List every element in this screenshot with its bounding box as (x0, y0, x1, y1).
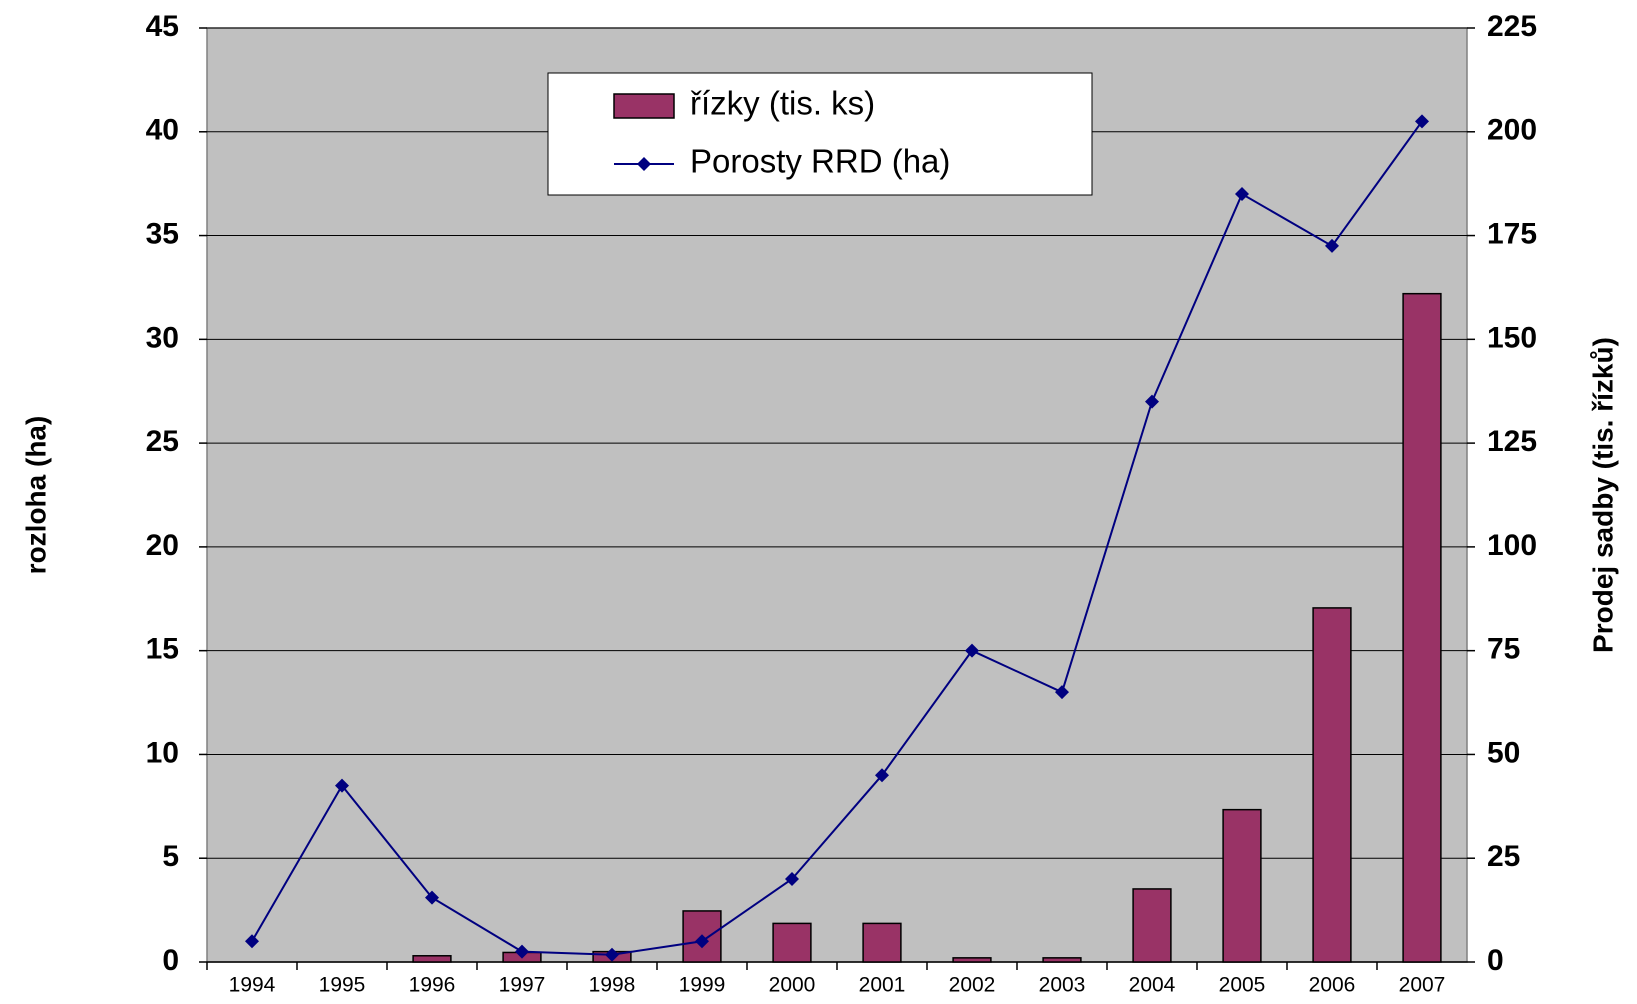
marker (245, 934, 259, 949)
y2-tick-label: 0 (1487, 944, 1504, 977)
y2-axis-label: Prodej sadby (tis. řízků) (1587, 337, 1618, 653)
bar (1312, 607, 1352, 963)
marker (785, 871, 799, 886)
legend-label: řízky (tis. ks) (690, 85, 875, 122)
x-tick-label: 2003 (1039, 974, 1086, 997)
marker (1325, 238, 1339, 253)
legend-swatch (613, 93, 675, 119)
y2-tick-label: 25 (1487, 840, 1520, 873)
marker (1415, 114, 1429, 129)
marker (1235, 187, 1249, 202)
bar (412, 955, 452, 963)
x-tick-label: 1994 (229, 974, 276, 997)
y2-tick-label: 175 (1487, 217, 1537, 250)
bar (862, 922, 902, 963)
legend-marker (637, 157, 651, 171)
marker (605, 947, 619, 962)
marker (515, 944, 529, 959)
x-tick-label: 2006 (1309, 974, 1356, 997)
x-tick-label: 2007 (1399, 974, 1446, 997)
y2-tick-label: 100 (1487, 529, 1537, 562)
x-tick-label: 1998 (589, 974, 636, 997)
y2-tick-label: 150 (1487, 321, 1537, 354)
y-tick-label: 35 (146, 217, 179, 250)
x-tick-label: 2002 (949, 974, 996, 997)
marker (965, 643, 979, 658)
y-tick-label: 20 (146, 529, 179, 562)
y-tick-label: 40 (146, 114, 179, 147)
y-tick-label: 45 (146, 10, 179, 43)
y-tick-label: 10 (146, 736, 179, 769)
y-axis-label: rozloha (ha) (20, 416, 51, 575)
marker (695, 934, 709, 949)
x-tick-label: 2001 (859, 974, 906, 997)
legend-label: Porosty RRD (ha) (690, 143, 950, 180)
marker (425, 890, 439, 905)
x-tick-label: 2005 (1219, 974, 1266, 997)
marker (335, 778, 349, 793)
y2-tick-label: 50 (1487, 736, 1520, 769)
marker (875, 768, 889, 783)
x-tick-label: 1997 (499, 974, 546, 997)
x-tick-label: 1999 (679, 974, 726, 997)
y2-tick-label: 125 (1487, 425, 1537, 458)
y-tick-label: 15 (146, 633, 179, 666)
y-tick-label: 25 (146, 425, 179, 458)
bar (1042, 957, 1082, 963)
bar (1132, 888, 1172, 963)
marker (1145, 394, 1159, 409)
y2-tick-label: 75 (1487, 633, 1520, 666)
y-tick-label: 0 (162, 944, 179, 977)
bar (1222, 808, 1262, 963)
x-tick-label: 2004 (1129, 974, 1176, 997)
marker (1055, 685, 1069, 700)
y2-tick-label: 225 (1487, 10, 1537, 43)
x-tick-label: 2000 (769, 974, 816, 997)
x-tick-label: 1996 (409, 974, 456, 997)
y-tick-label: 5 (162, 840, 179, 873)
bar (952, 957, 992, 963)
line (251, 120, 1423, 956)
bar (772, 922, 812, 963)
y2-tick-label: 200 (1487, 114, 1537, 147)
y-tick-label: 30 (146, 321, 179, 354)
x-tick-label: 1995 (319, 974, 366, 997)
bar (1402, 292, 1442, 963)
